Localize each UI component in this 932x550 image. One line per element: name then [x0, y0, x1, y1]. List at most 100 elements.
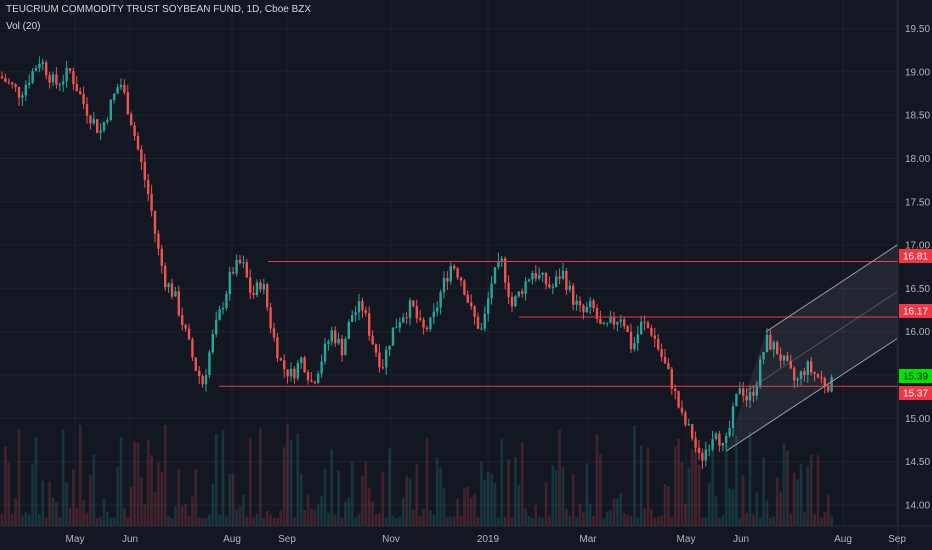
volume-bar [143, 504, 147, 526]
candles [0, 56, 833, 470]
candle-body [174, 291, 177, 297]
candle-body [633, 343, 636, 350]
candle-body [725, 435, 728, 444]
candle-body [463, 280, 466, 295]
volume-bar [463, 488, 466, 526]
candle-body [187, 328, 191, 340]
candle-body [368, 313, 371, 336]
candle-body [670, 369, 673, 389]
candle-body [147, 179, 150, 195]
volume-bar [782, 443, 786, 526]
volume-bar [456, 498, 459, 526]
candle-body [742, 388, 745, 396]
candle-body [470, 302, 473, 307]
volume-bar [415, 464, 419, 526]
volume-bar [575, 516, 578, 526]
volume-bar [792, 472, 796, 526]
candle-body [194, 357, 197, 371]
volume-bar [558, 429, 561, 526]
volume-bar [378, 513, 381, 526]
volume-bar [701, 517, 704, 526]
volume-bar [323, 469, 327, 526]
candle-body [500, 258, 503, 262]
candle-body [602, 322, 605, 324]
candle-body [538, 274, 541, 279]
candle-body [623, 319, 626, 327]
candle-body [762, 352, 765, 360]
volume-bar [738, 517, 742, 526]
volume-bar [7, 462, 11, 526]
volume-bar [422, 509, 425, 526]
x-tick-label: Jun [122, 534, 138, 545]
horizontal-lines[interactable] [219, 261, 898, 387]
candle-body [232, 272, 235, 274]
candle-body [245, 262, 248, 278]
volume-bar [214, 433, 218, 526]
volume-bar [514, 457, 517, 526]
volume-bar [191, 496, 194, 526]
volume-bar [531, 517, 534, 526]
volume-bar [371, 501, 374, 526]
candle-body [289, 368, 293, 377]
x-tick-label: Jun [733, 534, 749, 545]
candle-body [34, 68, 38, 71]
volume-bar [265, 510, 269, 526]
candle-body [592, 300, 595, 308]
volume-bar [218, 514, 221, 526]
volume-bar [704, 517, 708, 526]
x-tick-label: May [66, 534, 85, 545]
volume-bar [752, 514, 755, 526]
candle-body [677, 391, 680, 408]
candle-body [459, 277, 463, 281]
volume-bar [605, 511, 609, 526]
x-tick-label: Aug [223, 534, 241, 545]
volume-bar [0, 513, 4, 526]
candle-body [820, 377, 823, 379]
candle-body [317, 373, 320, 383]
candle-body [58, 84, 61, 86]
volume-bar [680, 461, 684, 526]
volume-bar [639, 445, 643, 526]
candle-body [378, 352, 381, 368]
volume-bar [242, 494, 245, 526]
candle-body [497, 261, 500, 268]
parallel-channel[interactable] [725, 244, 898, 452]
candle-body [755, 385, 758, 396]
candle-body [65, 68, 68, 82]
channel-lower-line[interactable] [725, 338, 898, 452]
candle-body [786, 355, 789, 362]
volume-bar [255, 513, 259, 526]
candle-body [306, 372, 310, 381]
volume-bar [248, 438, 252, 526]
volume-bar [483, 480, 487, 526]
candle-body [249, 277, 252, 293]
candle-body [704, 449, 707, 461]
candle-body [11, 82, 14, 85]
candle-body [286, 369, 289, 377]
candle-body [330, 330, 333, 342]
candle-body [616, 321, 619, 325]
volume-bar [126, 517, 130, 526]
volume-bar [4, 446, 7, 526]
volume-bar [208, 514, 211, 526]
x-tick-label: Sep [888, 534, 906, 545]
candle-body [55, 74, 58, 85]
channel-upper-line[interactable] [765, 244, 898, 333]
volume-bar [636, 517, 640, 526]
time-axis[interactable]: May Jun Aug Sep Nov 2019 Mar May Jun Aug Sep [66, 534, 907, 545]
volume-bar [184, 504, 187, 526]
volume-bar [225, 516, 228, 526]
volume-bar [507, 459, 510, 526]
candle-body [738, 388, 741, 394]
candle-body [364, 310, 367, 314]
volume-bar [116, 466, 119, 526]
volume-bar [262, 517, 266, 526]
volume-bar [129, 487, 133, 526]
candle-body [361, 301, 364, 311]
volume-bar [551, 465, 555, 526]
candle-body [28, 82, 31, 85]
candle-body [143, 162, 146, 180]
volume-bar [51, 497, 55, 526]
candle-body [204, 375, 208, 385]
